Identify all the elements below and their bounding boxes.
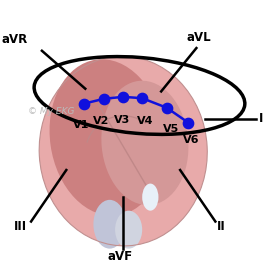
Point [186, 120, 191, 125]
Text: I: I [259, 112, 264, 125]
Text: V1: V1 [73, 120, 89, 130]
Ellipse shape [115, 211, 142, 249]
Ellipse shape [39, 56, 207, 246]
Text: II: II [216, 221, 225, 233]
Text: V4: V4 [137, 116, 153, 126]
Point [102, 97, 106, 101]
Text: III: III [14, 221, 27, 233]
Ellipse shape [142, 184, 158, 211]
Text: V6: V6 [183, 135, 200, 145]
Ellipse shape [101, 81, 188, 205]
Point [164, 106, 169, 110]
Point [140, 96, 144, 100]
Text: aVL: aVL [187, 31, 211, 44]
Text: aVR: aVR [2, 34, 28, 46]
Ellipse shape [50, 59, 164, 216]
Point [121, 95, 125, 99]
Point [82, 101, 86, 106]
Ellipse shape [94, 200, 126, 249]
Text: V2: V2 [93, 116, 110, 126]
Text: aVF: aVF [108, 250, 133, 263]
Text: V3: V3 [114, 115, 130, 125]
Text: V5: V5 [163, 124, 179, 134]
Text: © My EKG: © My EKG [28, 107, 75, 116]
